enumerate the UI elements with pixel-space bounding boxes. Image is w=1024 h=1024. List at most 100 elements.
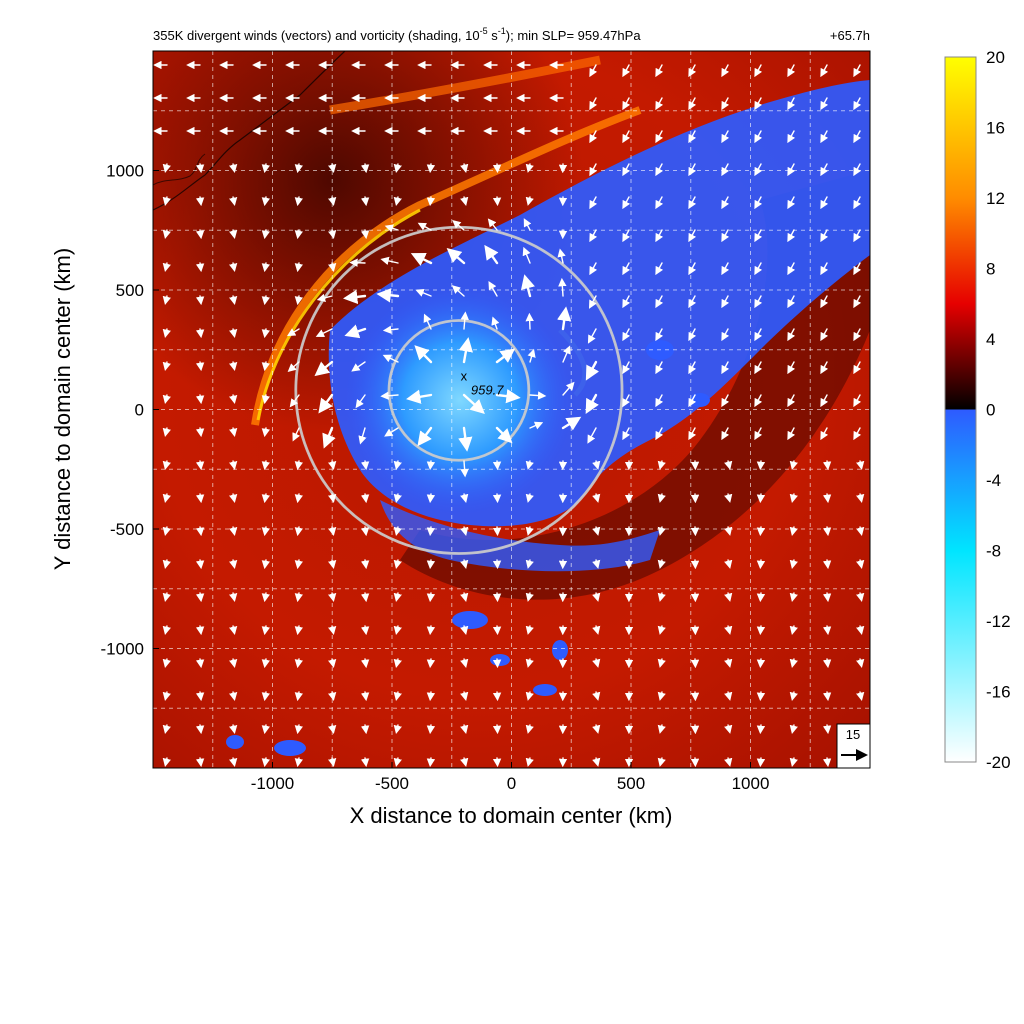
wind-vector bbox=[351, 361, 366, 372]
wind-vector bbox=[822, 691, 832, 702]
wind-vector bbox=[360, 592, 370, 603]
wind-vector bbox=[822, 526, 832, 537]
wind-vector bbox=[525, 625, 534, 635]
wind-vector bbox=[294, 295, 304, 306]
wind-vector bbox=[328, 658, 337, 669]
wind-vector bbox=[460, 724, 469, 734]
wind-vector bbox=[162, 196, 171, 206]
wind-vector bbox=[491, 316, 500, 330]
wind-vector bbox=[856, 658, 865, 669]
wind-vector bbox=[622, 229, 631, 243]
wind-vector bbox=[525, 658, 534, 668]
colorbar: 20 16 12 8 4 0 -4 -8 -12 -16 -20 bbox=[944, 48, 1011, 772]
wind-vector bbox=[294, 625, 304, 636]
wind-vector bbox=[822, 757, 832, 768]
wind-vector bbox=[724, 658, 733, 668]
wind-vector bbox=[853, 64, 862, 78]
storm-core-negative bbox=[345, 285, 575, 515]
wind-vector bbox=[592, 460, 601, 470]
wind-vector bbox=[853, 130, 862, 144]
wind-vector bbox=[754, 427, 763, 441]
wind-vector bbox=[558, 277, 567, 297]
wind-vector bbox=[162, 394, 171, 404]
wind-vector bbox=[724, 757, 733, 767]
wind-vector bbox=[328, 526, 337, 537]
wind-vector bbox=[384, 427, 399, 437]
wind-vector bbox=[328, 262, 337, 273]
wind-vector bbox=[820, 130, 829, 144]
wind-vector bbox=[393, 724, 402, 734]
wind-vector bbox=[360, 163, 370, 174]
wind-vector bbox=[721, 427, 730, 441]
wind-vector bbox=[721, 163, 730, 177]
x-tick-label: -1000 bbox=[251, 774, 294, 793]
wind-vector bbox=[787, 64, 796, 78]
wind-vector bbox=[328, 493, 337, 504]
colorbar-tick-label: 20 bbox=[986, 48, 1005, 67]
wind-vector bbox=[754, 130, 763, 144]
wind-vector bbox=[853, 295, 862, 309]
wind-vector bbox=[458, 426, 473, 452]
wind-vector bbox=[261, 526, 271, 537]
wind-vector bbox=[162, 592, 171, 602]
wind-vector bbox=[410, 252, 433, 266]
wind-vector bbox=[557, 306, 572, 331]
wind-vector bbox=[525, 559, 534, 569]
wind-vector bbox=[162, 625, 171, 635]
wind-vector bbox=[289, 394, 300, 408]
wind-vector bbox=[522, 246, 531, 264]
wind-vector bbox=[294, 262, 304, 273]
wind-vector bbox=[316, 293, 333, 302]
wind-vector bbox=[452, 220, 465, 231]
colorbar-gradient bbox=[944, 56, 977, 763]
wind-vector bbox=[525, 526, 534, 536]
wind-vector bbox=[721, 97, 730, 111]
storm-center-label: 959.7 bbox=[471, 382, 504, 397]
wind-vector bbox=[162, 262, 171, 272]
wind-vector bbox=[488, 280, 498, 297]
wind-vector bbox=[229, 658, 238, 669]
wind-vector bbox=[820, 394, 829, 408]
wind-vector bbox=[820, 97, 829, 111]
wind-vector bbox=[587, 427, 597, 444]
wind-vector bbox=[657, 493, 666, 503]
wind-vector bbox=[789, 493, 798, 503]
wind-vector bbox=[820, 427, 829, 441]
colorbar-tick-label: -16 bbox=[986, 683, 1011, 702]
wind-vector bbox=[355, 394, 366, 409]
wind-vector bbox=[229, 625, 238, 636]
wind-vector bbox=[520, 274, 535, 298]
wind-vector bbox=[426, 460, 436, 471]
wind-vector bbox=[589, 163, 598, 177]
wind-vector bbox=[195, 592, 205, 603]
wind-vector bbox=[589, 262, 598, 276]
wind-vector bbox=[451, 285, 465, 297]
wind-vector bbox=[195, 757, 205, 768]
wind-vector bbox=[585, 393, 599, 414]
range-ring bbox=[387, 319, 531, 462]
wind-vector bbox=[460, 592, 469, 602]
wind-vector bbox=[229, 691, 238, 702]
wind-vector bbox=[721, 196, 730, 210]
wind-vector bbox=[328, 592, 337, 603]
wind-vector bbox=[655, 262, 664, 276]
wind-vector bbox=[657, 691, 666, 701]
wind-vector bbox=[655, 163, 664, 177]
wind-vector bbox=[822, 592, 832, 603]
wind-vector bbox=[592, 625, 601, 635]
wind-vector bbox=[721, 394, 730, 408]
wind-vector bbox=[495, 348, 516, 364]
wind-vector bbox=[820, 262, 829, 276]
wind-vector bbox=[229, 724, 238, 735]
wind-vector bbox=[343, 289, 367, 305]
wind-vector bbox=[856, 493, 865, 504]
wind-vector bbox=[724, 493, 733, 503]
wind-vector bbox=[721, 130, 730, 144]
wind-vector bbox=[195, 163, 205, 174]
wind-vector bbox=[529, 421, 544, 430]
wind-vector bbox=[195, 394, 205, 405]
wind-vector bbox=[286, 328, 300, 337]
wind-vector bbox=[294, 163, 304, 174]
wind-vector bbox=[195, 493, 205, 504]
wind-vector bbox=[426, 757, 436, 768]
